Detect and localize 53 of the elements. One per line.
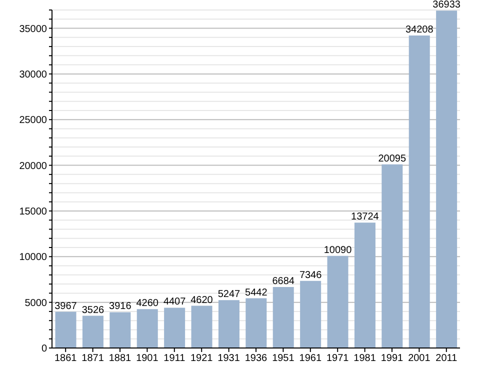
x-tick-label: 1951	[272, 353, 295, 364]
bar	[327, 256, 348, 348]
y-tick-label: 5000	[24, 298, 48, 309]
x-tick-label: 1991	[380, 353, 404, 364]
bar	[246, 298, 267, 348]
bar	[300, 280, 322, 348]
data-label: 3526	[82, 304, 105, 316]
x-tick-label: 1871	[82, 353, 104, 364]
data-label: 3916	[109, 301, 132, 312]
bar	[436, 10, 458, 348]
x-tick-label: 2001	[408, 353, 431, 364]
y-tick-label: 0	[41, 344, 48, 355]
bar	[55, 312, 76, 348]
x-tick-label: 1881	[108, 353, 132, 364]
x-tick-label: 1981	[354, 353, 376, 364]
y-tick-label: 35000	[19, 24, 48, 35]
x-tick-label: 1901	[136, 353, 159, 364]
y-tick-label: 15000	[19, 206, 48, 218]
data-label: 4407	[163, 296, 186, 308]
x-tick-label: 1936	[244, 353, 268, 364]
data-label: 36933	[432, 0, 461, 11]
bar	[136, 309, 158, 348]
data-label: 7346	[299, 270, 322, 281]
y-tick-label: 20000	[19, 160, 48, 172]
data-label: 20095	[378, 153, 407, 164]
x-tick-label: 1861	[54, 353, 78, 364]
y-tick-label: 30000	[19, 69, 48, 80]
x-tick-label: 1961	[299, 353, 322, 364]
data-label: 5442	[245, 287, 268, 298]
bar	[82, 316, 104, 348]
data-label: 10090	[324, 244, 352, 256]
bar	[110, 312, 131, 348]
data-label: 5247	[218, 289, 241, 300]
data-label: 13724	[351, 212, 380, 223]
y-tick-label: 10000	[19, 252, 48, 264]
x-tick-label: 1921	[190, 353, 214, 364]
x-tick-label: 1971	[326, 353, 350, 364]
bar	[218, 300, 240, 348]
data-label: 6684	[272, 276, 295, 287]
x-tick-label: 1911	[164, 353, 186, 364]
bar	[382, 164, 403, 348]
data-label: 4620	[190, 294, 214, 306]
data-label: 3967	[54, 300, 78, 312]
data-label: 34208	[405, 24, 434, 36]
x-tick-label: 2011	[436, 353, 458, 364]
x-tick-label: 1931	[218, 353, 240, 364]
bar	[272, 286, 294, 348]
y-tick-label: 25000	[19, 115, 48, 126]
bar	[164, 308, 186, 348]
bar	[191, 306, 212, 348]
data-label: 4260	[136, 298, 159, 310]
bar	[354, 222, 376, 348]
bar	[408, 36, 430, 348]
